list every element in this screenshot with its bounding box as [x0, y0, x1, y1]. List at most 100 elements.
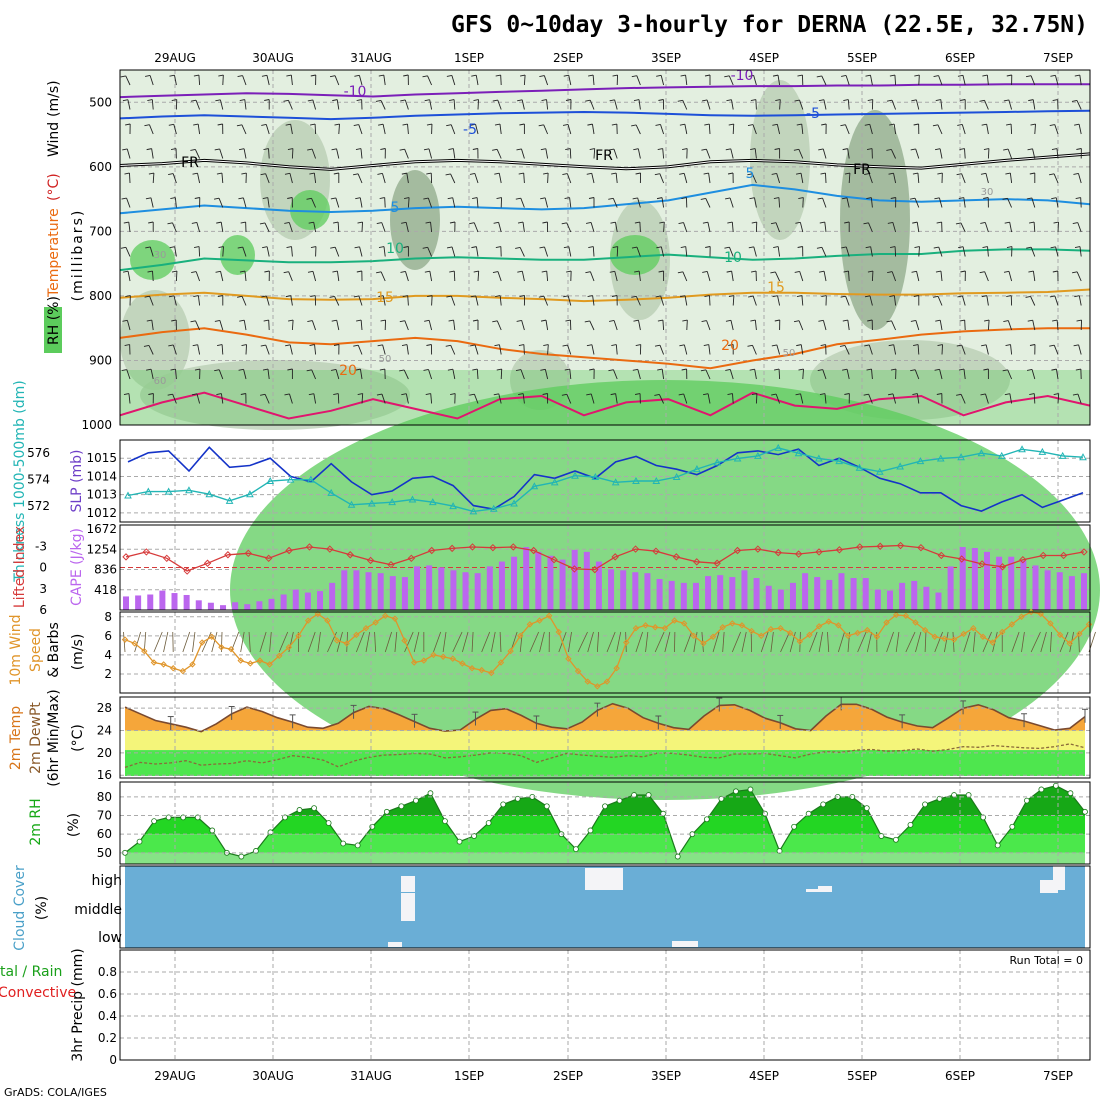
rh-shade: [220, 235, 255, 275]
thickness-marker: [205, 490, 214, 498]
wind-barb: [291, 319, 294, 331]
wind-barb: [462, 631, 469, 653]
wind-barb: [360, 319, 363, 331]
wind-barb-flag: [867, 270, 874, 273]
wind-barb-flag: [240, 221, 246, 224]
wind-barb-flag: [216, 393, 222, 396]
wind-barb-flag: [402, 295, 408, 297]
wind-barb-flag: [194, 368, 201, 371]
wind-speed-marker: [902, 612, 910, 620]
wind-barb-flag: [168, 344, 174, 347]
wind-barb-flag: [540, 148, 546, 151]
wind-barb-flag: [1003, 320, 1009, 322]
wind-barb-flag: [310, 74, 316, 77]
wind-barb-flag: [168, 123, 174, 126]
wind-barb-flag: [910, 319, 916, 322]
wind-barb: [963, 197, 966, 208]
wind-barb: [847, 99, 850, 110]
wind-barb: [242, 246, 247, 257]
rh-fill-band: [125, 852, 1085, 864]
wind-speed-marker: [777, 624, 784, 632]
wind-barb-flag: [473, 99, 479, 101]
thickness-marker: [144, 487, 153, 495]
wind-barb: [1031, 197, 1036, 208]
wind-barb-flag: [215, 270, 221, 273]
wind-barb: [453, 270, 456, 282]
wind-barb-flag: [748, 74, 754, 77]
wind-speed-marker: [999, 628, 1006, 636]
wind-barb-flag: [584, 320, 590, 323]
slp-axis-label: SLP (mb): [69, 449, 85, 512]
y-tick-label: 4: [104, 648, 112, 662]
wind-barb: [427, 75, 433, 86]
wind-barb-flag: [122, 319, 128, 322]
wind-barb: [637, 197, 641, 208]
wind-barb-flag: [427, 295, 433, 297]
wind-barb-flag: [332, 270, 338, 273]
wind-barb-flag: [518, 393, 524, 396]
wind-barb-flag: [493, 393, 499, 396]
wind-barb: [732, 393, 734, 404]
wind-barb-flag: [333, 393, 339, 395]
wind-barb-flag: [704, 295, 710, 297]
wind-barb-flag: [935, 319, 941, 322]
wind-barb-flag: [123, 393, 130, 395]
wind-speed-marker: [449, 655, 456, 662]
wind-barb: [752, 295, 757, 306]
wind-barb-flag: [168, 295, 175, 298]
wind-barb-flag: [888, 172, 894, 175]
minmax-axis-label: (6hr Min/Max): [46, 689, 62, 786]
rh-marker: [180, 814, 187, 821]
wind-speed-marker: [468, 665, 476, 672]
cloud-block: [672, 941, 698, 947]
cape-bar: [341, 570, 348, 610]
axis-labels: (millibars)RH (%)Temperature(°C)Wind(m/s…: [0, 80, 86, 1061]
wind-barb-flag: [701, 99, 708, 102]
wind-barb: [895, 631, 900, 653]
wind-barb-flag: [656, 74, 662, 77]
wind-barb-flag: [725, 368, 731, 371]
wind-barb-flag: [654, 344, 661, 347]
wind-barb-flag: [216, 221, 222, 224]
wind-barb-flag: [423, 369, 429, 371]
wind-barb-flag: [146, 148, 152, 151]
wind-barb: [543, 124, 549, 135]
wind-barb: [893, 173, 897, 184]
wind-barb: [307, 631, 316, 653]
thickness-marker: [936, 454, 945, 462]
wind-barb: [428, 369, 433, 380]
wind-barb: [1007, 369, 1013, 380]
wind-barb: [1032, 148, 1036, 159]
wind-barb: [616, 246, 619, 257]
wind-barb-flag: [1026, 246, 1032, 249]
wind-speed-marker: [430, 651, 437, 659]
cape-bar: [401, 577, 408, 610]
wind-barb: [801, 124, 804, 135]
cape-bar: [317, 591, 324, 610]
wind-barb: [844, 345, 850, 355]
wind-barb-flag: [515, 369, 522, 372]
wind-barb-flag: [841, 75, 847, 77]
wind-barb-flag: [236, 124, 243, 127]
wind-barb: [336, 99, 340, 110]
wind-barb-flag: [261, 295, 267, 298]
wind-barb: [868, 344, 873, 355]
x-tick-label-top: 6SEP: [945, 51, 975, 65]
wind-barb-flag: [148, 221, 154, 224]
wind-barb-flag: [192, 172, 198, 175]
wind-barb: [407, 123, 409, 135]
wind-barb-flag: [865, 74, 871, 77]
wind-barb-flag: [516, 319, 522, 322]
thickness-marker: [489, 504, 498, 512]
temp-fill: [125, 703, 1085, 731]
wind-barb-flag: [633, 319, 639, 322]
wind-barb: [360, 148, 363, 159]
wind-speed-marker: [642, 622, 649, 629]
thickness-marker: [530, 482, 539, 490]
rh-marker: [485, 820, 492, 826]
lifted-index-marker: [570, 565, 579, 573]
wind-barb-flag: [818, 319, 824, 322]
wind-barb-flag: [936, 221, 942, 224]
wind-barb: [499, 124, 502, 135]
